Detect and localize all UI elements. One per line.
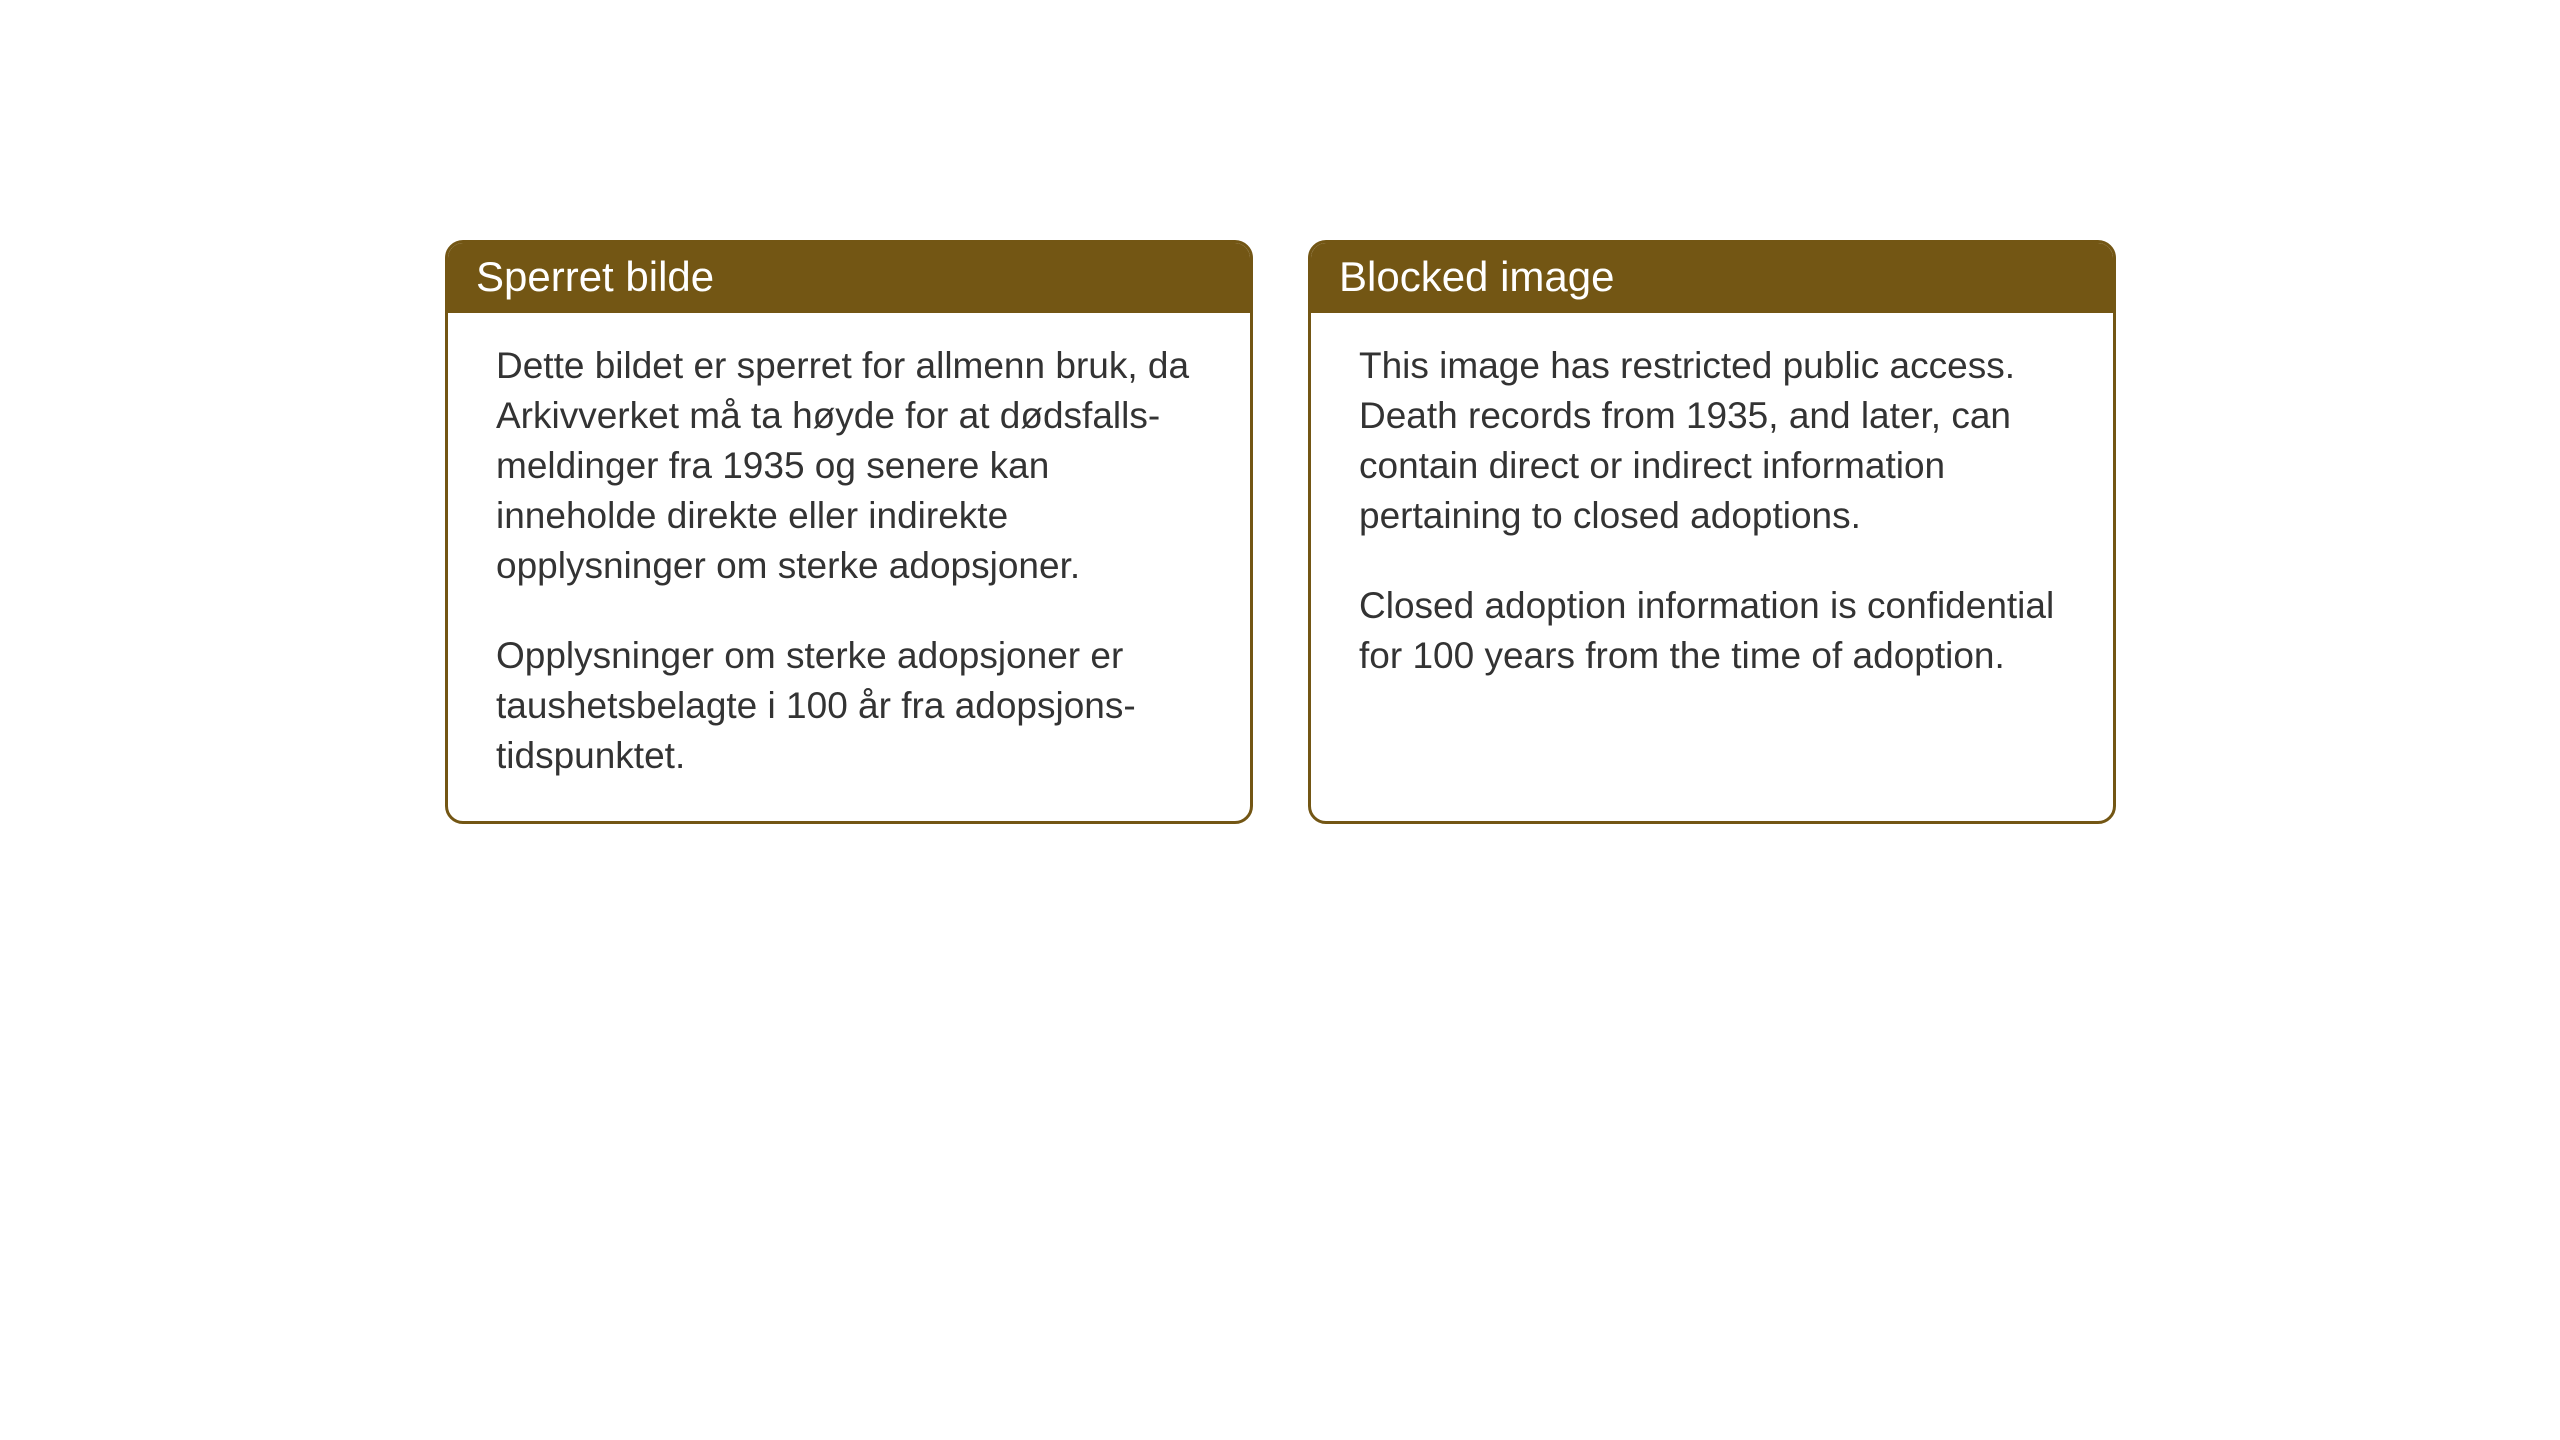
notice-header-english: Blocked image <box>1311 243 2113 313</box>
notice-body-english: This image has restricted public access.… <box>1311 313 2113 721</box>
notice-paragraph-2-en: Closed adoption information is confident… <box>1359 581 2065 681</box>
notice-paragraph-1-en: This image has restricted public access.… <box>1359 341 2065 541</box>
notice-paragraph-2-no: Opplysninger om sterke adopsjoner er tau… <box>496 631 1202 781</box>
notice-header-norwegian: Sperret bilde <box>448 243 1250 313</box>
notice-body-norwegian: Dette bildet er sperret for allmenn bruk… <box>448 313 1250 821</box>
notice-paragraph-1-no: Dette bildet er sperret for allmenn bruk… <box>496 341 1202 591</box>
notice-box-english: Blocked image This image has restricted … <box>1308 240 2116 824</box>
notice-container: Sperret bilde Dette bildet er sperret fo… <box>445 240 2116 824</box>
notice-box-norwegian: Sperret bilde Dette bildet er sperret fo… <box>445 240 1253 824</box>
